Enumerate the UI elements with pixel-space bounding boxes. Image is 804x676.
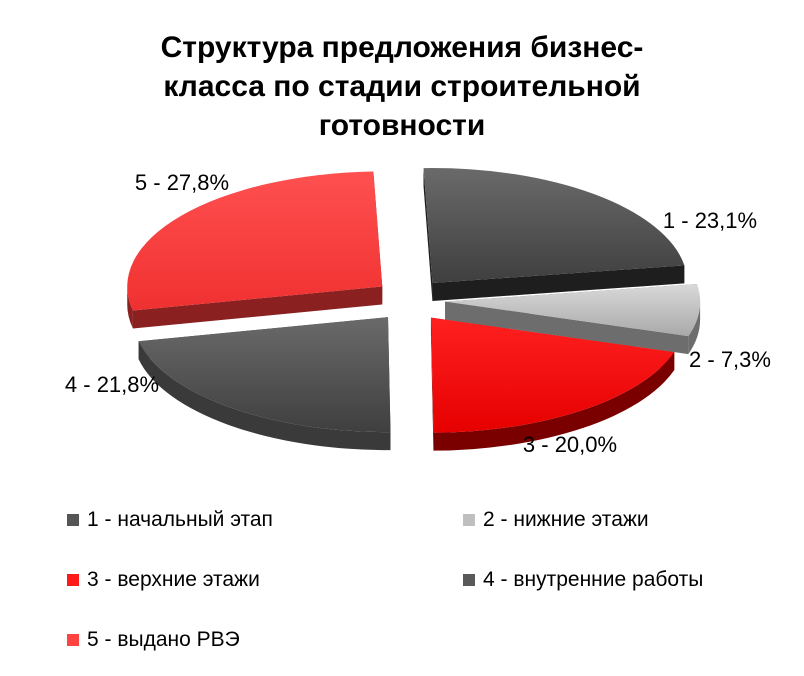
- chart-title-line-1: Структура предложения бизнес-: [160, 31, 644, 64]
- legend-item-5: 5 - выдано РВЭ: [67, 628, 240, 652]
- legend-label-5: 5 - выдано РВЭ: [87, 628, 240, 651]
- data-label-3: 3 - 20,0%: [523, 432, 617, 457]
- legend-item-2: 2 - нижние этажи: [463, 508, 649, 532]
- pie-slice-3-side: [433, 352, 675, 451]
- pie-slice-4-side: [138, 341, 391, 451]
- pie-slice-5-cut: [132, 286, 383, 329]
- legend-swatch-2: [463, 514, 475, 526]
- legend-swatch-4: [463, 574, 475, 586]
- pie-slice-4: [138, 317, 391, 451]
- legend-item-1: 1 - начальный этап: [67, 508, 273, 532]
- pie-slice-5: [127, 171, 383, 329]
- pie-slice-1-top: [423, 168, 685, 284]
- data-label-5: 5 - 27,8%: [135, 170, 229, 195]
- pie-slice-2-side: [688, 301, 701, 355]
- legend-swatch-5: [67, 634, 79, 646]
- pie-slice-2: [445, 283, 701, 355]
- pie-slice-3: [430, 317, 675, 451]
- chart-title: Структура предложения бизнес- класса по …: [0, 28, 804, 145]
- legend-label-3: 3 - верхние этажи: [87, 568, 260, 591]
- legend-item-3: 3 - верхние этажи: [67, 568, 260, 592]
- legend-label-1: 1 - начальный этап: [87, 508, 273, 531]
- pie-slice-5-top: [127, 171, 383, 311]
- pie-slice-3-top: [430, 317, 675, 433]
- legend-swatch-3: [67, 574, 79, 586]
- pie-slice-1-cut: [432, 265, 685, 302]
- pie-slice-2-cut: [445, 301, 689, 355]
- data-label-2: 2 - 7,3%: [689, 347, 771, 372]
- legend-label-4: 4 - внутренние работы: [483, 568, 704, 591]
- data-label-1: 1 - 23,1%: [663, 208, 757, 233]
- legend-swatch-1: [67, 514, 79, 526]
- pie-slice-3-cut: [430, 317, 434, 451]
- pie-slice-1: [423, 168, 685, 302]
- pie-slice-4-top: [138, 317, 391, 433]
- pie-slice-5-side: [127, 286, 133, 329]
- chart-title-line-2: класса по стадии строительной: [163, 70, 641, 103]
- legend-label-2: 2 - нижние этажи: [483, 508, 649, 531]
- chart-title-line-3: готовности: [318, 109, 486, 142]
- pie-slice-2-top: [445, 283, 701, 337]
- data-label-4: 4 - 21,8%: [65, 372, 159, 397]
- pie-slice-1-cut: [423, 168, 433, 302]
- legend-item-4: 4 - внутренние работы: [463, 568, 703, 592]
